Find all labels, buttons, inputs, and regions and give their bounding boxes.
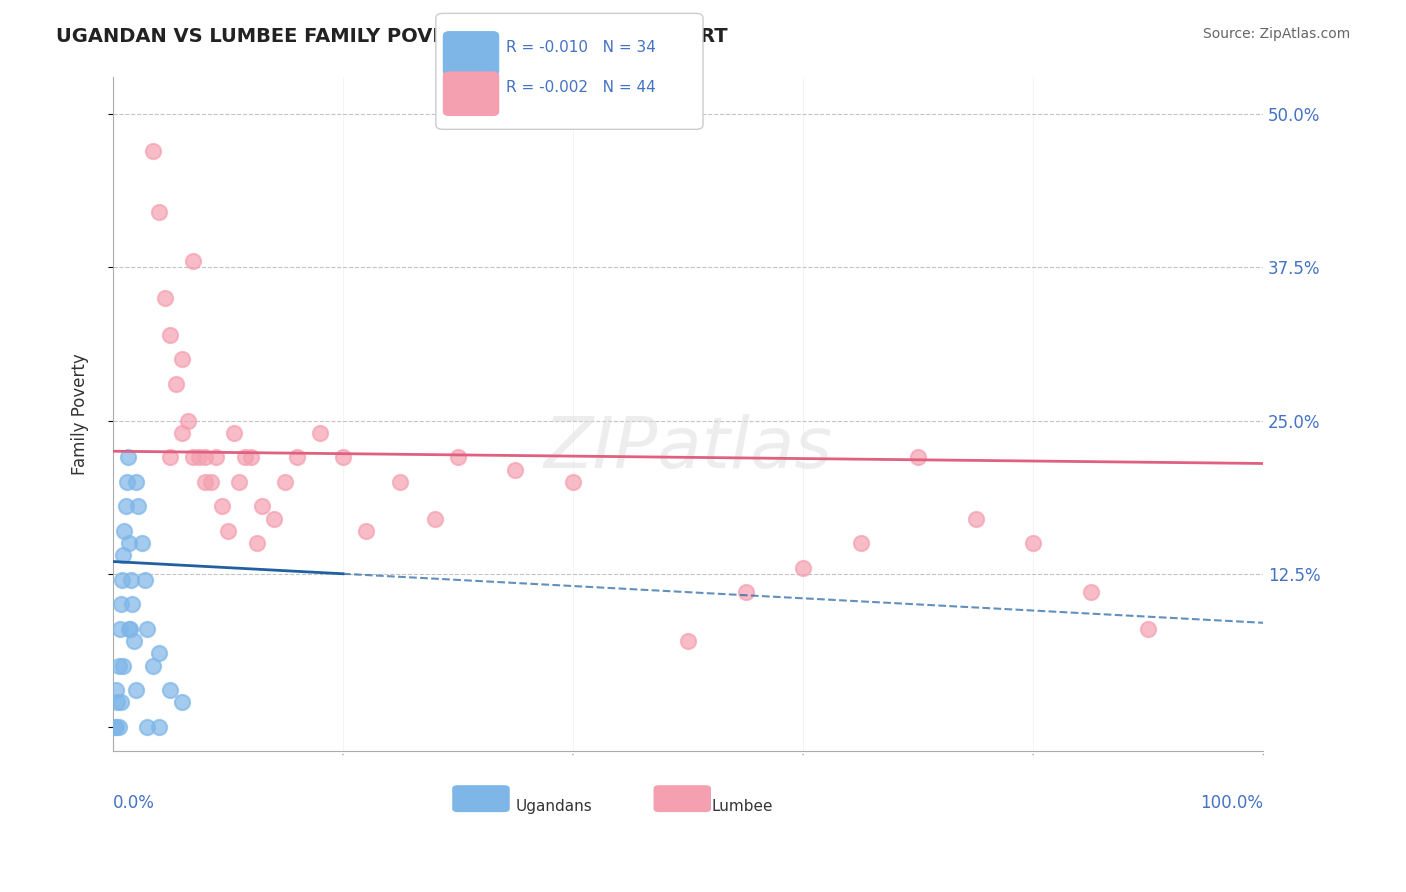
Point: [183, 450, 205, 465]
Point: [965, 511, 987, 525]
Point: [263, 511, 285, 525]
Point: [104, 720, 127, 734]
Point: [112, 658, 135, 673]
Point: [136, 622, 159, 636]
Point: [423, 511, 446, 525]
Point: [105, 720, 128, 734]
Point: [907, 450, 929, 465]
Point: [118, 622, 141, 636]
Point: [792, 560, 814, 574]
Point: [118, 536, 141, 550]
Point: [562, 475, 585, 489]
Point: [148, 647, 170, 661]
Text: R = -0.010   N = 34: R = -0.010 N = 34: [506, 40, 657, 54]
Point: [148, 720, 170, 734]
Point: [125, 683, 148, 698]
FancyBboxPatch shape: [654, 785, 711, 812]
Point: [107, 658, 129, 673]
Point: [285, 450, 308, 465]
Point: [111, 573, 134, 587]
Point: [734, 585, 756, 599]
Point: [112, 549, 135, 563]
Text: UGANDAN VS LUMBEE FAMILY POVERTY CORRELATION CHART: UGANDAN VS LUMBEE FAMILY POVERTY CORRELA…: [56, 27, 728, 45]
Point: [107, 720, 129, 734]
Point: [131, 536, 153, 550]
Point: [246, 536, 269, 550]
Point: [194, 475, 217, 489]
Point: [108, 622, 131, 636]
Point: [142, 144, 165, 158]
Point: [136, 720, 159, 734]
Point: [107, 696, 129, 710]
Point: [222, 425, 245, 440]
Point: [120, 622, 142, 636]
FancyBboxPatch shape: [453, 785, 510, 812]
Point: [676, 634, 699, 648]
Text: ZIPatlas: ZIPatlas: [544, 414, 832, 483]
Point: [1080, 585, 1102, 599]
Point: [170, 696, 193, 710]
Point: [309, 425, 332, 440]
Point: [354, 524, 377, 538]
Point: [505, 462, 527, 476]
Point: [188, 450, 211, 465]
Point: [159, 327, 181, 342]
Point: [159, 450, 181, 465]
Text: Ugandans: Ugandans: [516, 798, 592, 814]
Point: [112, 524, 135, 538]
Point: [165, 376, 187, 391]
Point: [170, 425, 193, 440]
Point: [205, 450, 228, 465]
Point: [121, 598, 143, 612]
Point: [105, 683, 128, 698]
Point: [148, 205, 170, 219]
Text: R = -0.002   N = 44: R = -0.002 N = 44: [506, 80, 657, 95]
Point: [233, 450, 256, 465]
Point: [170, 352, 193, 367]
Point: [211, 500, 233, 514]
Point: [153, 291, 176, 305]
Point: [389, 475, 412, 489]
Point: [183, 254, 205, 268]
Text: Lumbee: Lumbee: [711, 798, 772, 814]
Point: [228, 475, 250, 489]
Point: [159, 683, 181, 698]
Point: [239, 450, 262, 465]
Point: [176, 414, 198, 428]
Point: [274, 475, 297, 489]
Point: [120, 573, 142, 587]
Point: [110, 598, 132, 612]
Point: [142, 658, 165, 673]
Point: [1022, 536, 1045, 550]
Point: [200, 475, 222, 489]
Point: [110, 696, 132, 710]
Point: [127, 500, 149, 514]
Point: [117, 450, 139, 465]
Point: [194, 450, 217, 465]
Point: [217, 524, 239, 538]
Point: [115, 475, 138, 489]
Point: [114, 500, 136, 514]
Point: [1137, 622, 1160, 636]
Text: 100.0%: 100.0%: [1201, 795, 1263, 813]
Point: [122, 634, 145, 648]
Point: [849, 536, 872, 550]
Point: [252, 500, 274, 514]
Text: 0.0%: 0.0%: [112, 795, 155, 813]
Point: [332, 450, 354, 465]
Y-axis label: Family Poverty: Family Poverty: [72, 353, 89, 475]
Point: [134, 573, 156, 587]
Point: [447, 450, 470, 465]
Point: [125, 475, 148, 489]
Text: Source: ZipAtlas.com: Source: ZipAtlas.com: [1202, 27, 1350, 41]
